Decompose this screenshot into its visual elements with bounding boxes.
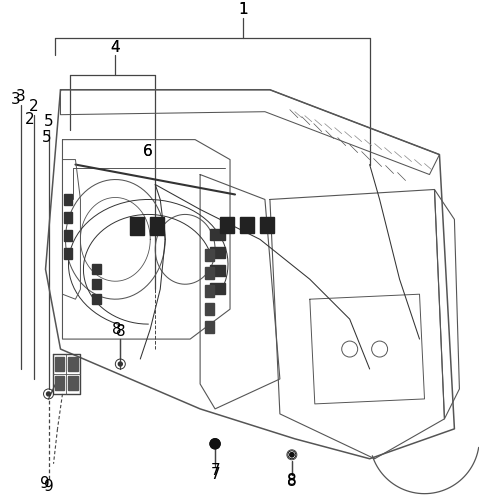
Circle shape [47, 392, 50, 396]
Bar [150, 217, 164, 236]
Bar [210, 265, 225, 276]
Text: 8: 8 [111, 321, 121, 337]
Text: 5: 5 [42, 130, 51, 145]
Bar [210, 283, 225, 294]
Text: 9: 9 [40, 476, 49, 491]
Bar [69, 376, 78, 390]
Bar [55, 376, 64, 390]
Text: 3: 3 [11, 92, 21, 107]
Text: 9: 9 [44, 479, 53, 494]
Bar [69, 357, 78, 371]
Text: 8: 8 [116, 323, 125, 339]
Bar [205, 267, 214, 279]
Text: 4: 4 [110, 40, 120, 56]
Text: 2: 2 [25, 112, 35, 127]
Bar [92, 264, 101, 274]
Circle shape [210, 439, 220, 449]
Bar [92, 279, 101, 289]
Bar [92, 294, 101, 304]
Bar [130, 217, 144, 236]
Circle shape [210, 439, 220, 449]
Bar [64, 194, 72, 205]
Bar [64, 230, 72, 242]
Bar [55, 357, 64, 371]
Text: 4: 4 [110, 40, 120, 56]
Bar [220, 217, 234, 233]
Bar [210, 229, 225, 241]
Bar [205, 303, 214, 315]
Text: 6: 6 [144, 144, 153, 159]
Bar [205, 249, 214, 261]
Text: 5: 5 [44, 114, 53, 129]
Bar [64, 248, 72, 259]
Bar [240, 217, 254, 233]
Text: 3: 3 [16, 89, 25, 104]
Bar [210, 248, 225, 258]
Circle shape [290, 453, 294, 457]
Bar [205, 285, 214, 297]
Text: 7: 7 [210, 463, 220, 478]
Bar [64, 212, 72, 223]
Bar [260, 217, 274, 233]
Text: 7: 7 [210, 467, 220, 482]
Text: 2: 2 [29, 99, 38, 114]
Text: 6: 6 [144, 144, 153, 159]
Circle shape [119, 362, 122, 366]
Text: 8: 8 [287, 473, 297, 488]
Text: 1: 1 [238, 2, 248, 17]
Circle shape [290, 453, 294, 457]
Bar [205, 321, 214, 333]
Text: 8: 8 [287, 474, 297, 489]
Text: 1: 1 [238, 2, 248, 17]
